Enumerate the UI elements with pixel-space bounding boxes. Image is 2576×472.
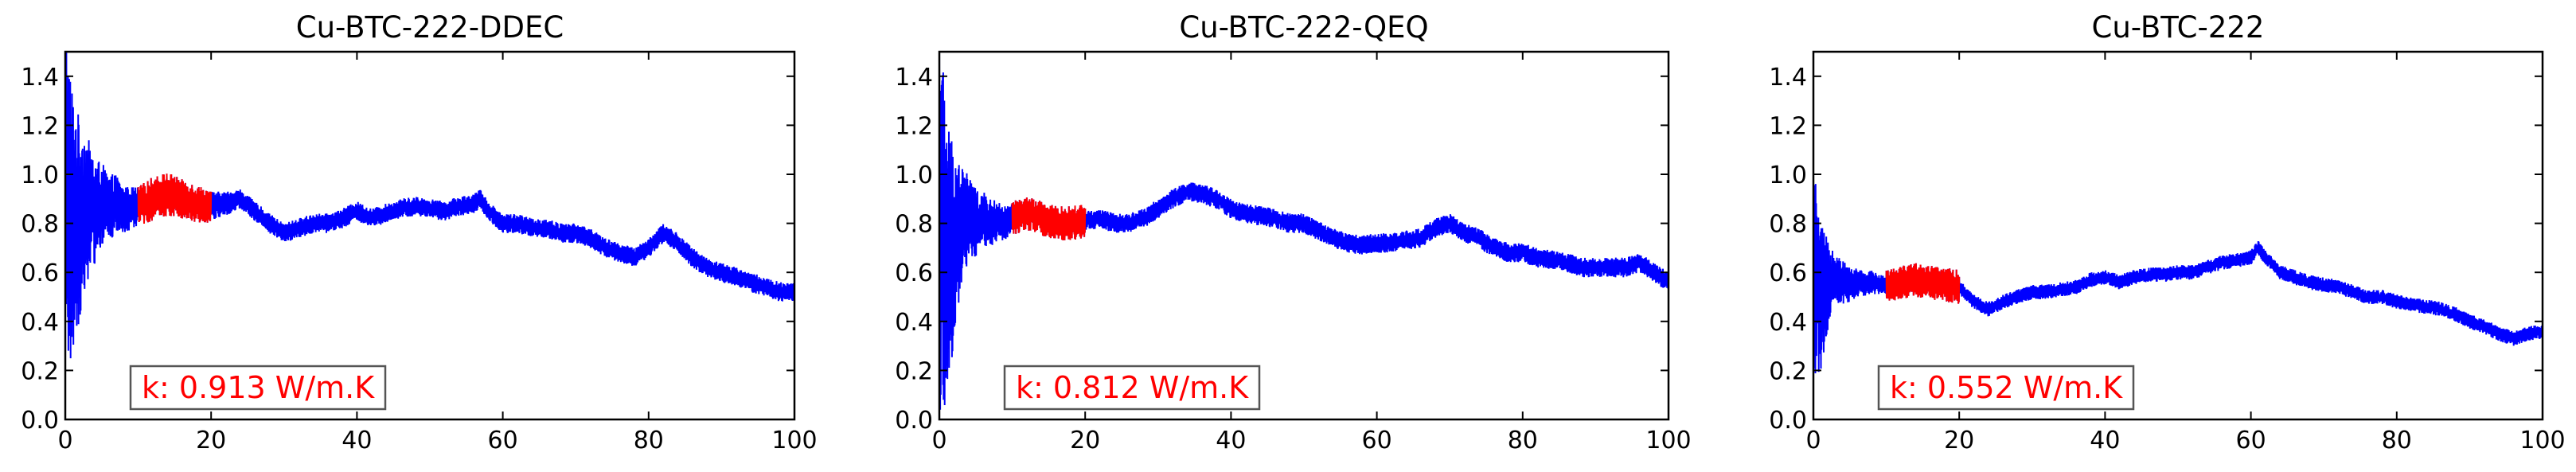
- y-tick-label: 1.4: [895, 64, 933, 92]
- y-tick-label: 0.4: [1769, 309, 1807, 337]
- y-tick-label: 0.6: [21, 259, 59, 287]
- axes-frame: [1812, 50, 2544, 421]
- highlight-segment: [137, 174, 213, 224]
- plot-area: [939, 52, 1669, 410]
- x-tick-label: 20: [196, 427, 226, 454]
- x-tick-label: 80: [634, 427, 664, 454]
- y-tick-label: 0.2: [895, 357, 933, 385]
- y-tick-label: 0.2: [21, 357, 59, 385]
- y-tick-label: 0.4: [21, 309, 59, 337]
- x-tick-label: 0: [931, 427, 946, 454]
- annotation-box: [1877, 365, 2135, 411]
- axes-frame: [64, 50, 796, 421]
- chart-title: Cu-BTC-222: [2092, 10, 2265, 45]
- x-tick-label: 80: [1508, 427, 1538, 454]
- x-tick-label: 20: [1944, 427, 1974, 454]
- conductivity-annotation: k: 0.812 W/m.K: [1016, 370, 1249, 405]
- y-tick-label: 1.4: [21, 64, 59, 92]
- y-tick-label: 1.2: [895, 112, 933, 140]
- axes-frame: [938, 50, 1670, 421]
- y-tick-label: 0.4: [895, 309, 933, 337]
- annotation-box: [1003, 365, 1261, 411]
- y-tick-label: 0.6: [895, 259, 933, 287]
- y-tick-label: 1.0: [895, 162, 933, 189]
- y-tick-label: 0.6: [1769, 259, 1807, 287]
- x-tick-label: 100: [771, 427, 817, 454]
- x-tick-label: 40: [1216, 427, 1246, 454]
- x-tick-label: 60: [2236, 427, 2266, 454]
- conductivity-annotation: k: 0.913 W/m.K: [142, 370, 375, 405]
- y-tick-label: 0.0: [895, 407, 933, 435]
- y-tick-label: 1.2: [1769, 112, 1807, 140]
- x-tick-label: 80: [2382, 427, 2412, 454]
- y-tick-label: 0.8: [21, 211, 59, 239]
- chart-title: Cu-BTC-222-QEQ: [1179, 10, 1428, 45]
- chart-panel-1: Cu-BTC-222-DDEC 0 20 40 60 80 100 0.0 0.2 0.4 0.6 0…: [21, 10, 817, 454]
- plot-area: [65, 52, 794, 359]
- y-tick-label: 1.2: [21, 112, 59, 140]
- highlight-segment: [1885, 263, 1961, 304]
- y-tick-label: 0.0: [21, 407, 59, 435]
- conductivity-annotation: k: 0.552 W/m.K: [1890, 370, 2123, 405]
- y-tick-label: 0.8: [1769, 211, 1807, 239]
- plot-area: [1813, 177, 2543, 374]
- x-tick-label: 40: [2090, 427, 2120, 454]
- x-tick-label: 40: [342, 427, 372, 454]
- chart-title: Cu-BTC-222-DDEC: [296, 10, 564, 45]
- annotation-box: [129, 365, 387, 411]
- x-tick-label: 60: [1362, 427, 1392, 454]
- highlight-segment: [1011, 197, 1087, 241]
- y-tick-label: 1.4: [1769, 64, 1807, 92]
- x-tick-label: 60: [488, 427, 518, 454]
- chart-panel-3: Cu-BTC-222 0 20 40 60 80 100 0.0 0.2 0.4 0.6 0.8 1.0…: [1769, 10, 2565, 454]
- y-tick-label: 1.0: [1769, 162, 1807, 189]
- x-tick-label: 100: [1645, 427, 1691, 454]
- x-tick-label: 100: [2519, 427, 2565, 454]
- y-tick-label: 0.8: [895, 211, 933, 239]
- x-tick-label: 0: [1805, 427, 1821, 454]
- y-tick-label: 1.0: [21, 162, 59, 189]
- y-tick-label: 0.2: [1769, 357, 1807, 385]
- x-tick-label: 0: [57, 427, 72, 454]
- x-tick-label: 20: [1070, 427, 1100, 454]
- y-tick-label: 0.0: [1769, 407, 1807, 435]
- chart-panel-2: Cu-BTC-222-QEQ 0 20 40 60 80 100 0.0 0.2 0.4 0.6 0.…: [895, 10, 1691, 454]
